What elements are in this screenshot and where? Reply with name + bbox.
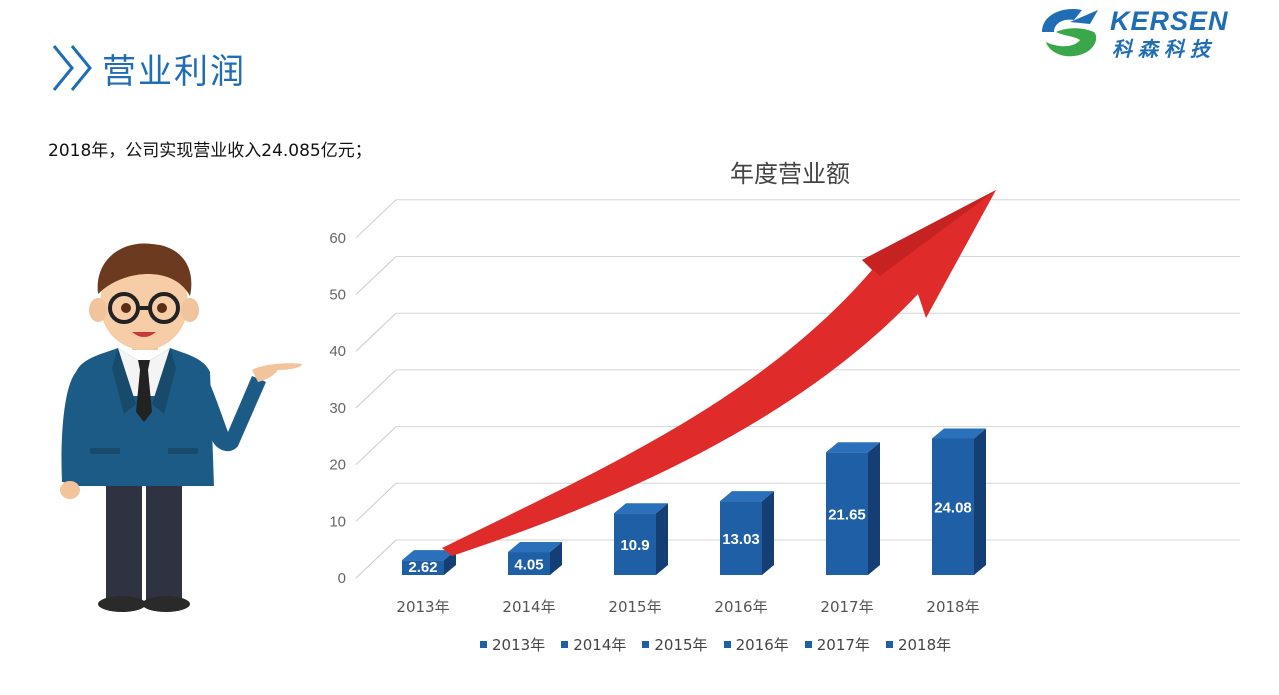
y-axis-ticks: 0 10 20 30 40 50 60 (329, 230, 346, 587)
gridline-diagonal (355, 482, 397, 522)
legend-label: 2015年 (654, 636, 708, 654)
legend-swatch (885, 641, 893, 648)
legend-item: 2014年 (561, 634, 626, 655)
growth-arrow-icon (442, 190, 996, 556)
chart-grid (355, 199, 1240, 579)
gridline-diagonal (355, 256, 397, 295)
bar-value-label: 21.65 (828, 507, 866, 524)
chart-title: 年度营业额 (730, 160, 850, 188)
bar-value-label: 4.05 (514, 557, 543, 574)
bar: 2.62 (402, 550, 456, 576)
gridline-diagonal (355, 539, 397, 579)
legend-item: 2018年 (885, 634, 952, 655)
logo-text-en: KERSEN (1110, 6, 1229, 36)
legend-label: 2013年 (492, 636, 546, 654)
gridline-diagonal (355, 369, 397, 409)
bar-value-label: 24.08 (934, 500, 972, 517)
summary-text: 2018年，公司实现营业收入24.085亿元； (48, 141, 372, 161)
x-tick-label: 2015年 (608, 598, 661, 616)
bar: 24.08 (932, 428, 986, 575)
gridline-diagonal (355, 426, 397, 465)
legend-swatch (804, 641, 812, 648)
x-tick-label: 2016年 (714, 598, 767, 616)
bar-value-label: 10.9 (620, 537, 649, 554)
page-header: 营业利润 (48, 40, 246, 96)
legend-label: 2017年 (816, 636, 870, 654)
legend-swatch (642, 641, 650, 648)
x-tick-label: 2017年 (820, 598, 873, 616)
bar-value-label: 13.03 (722, 531, 760, 548)
logo-mark-icon (1042, 8, 1098, 57)
bar: 4.05 (508, 542, 562, 575)
y-tick-label: 10 (329, 513, 346, 530)
bar: 10.9 (614, 503, 668, 575)
legend-item: 2015年 (642, 634, 708, 655)
legend-item: 2016年 (723, 634, 789, 655)
gridline-diagonal (355, 312, 397, 352)
page-title: 营业利润 (102, 51, 246, 92)
company-logo: KERSEN 科森科技 (1034, 2, 1274, 62)
y-tick-label: 60 (329, 230, 346, 247)
bar-value-label: 2.62 (408, 559, 437, 576)
legend-label: 2014年 (573, 636, 627, 654)
legend-swatch (723, 641, 731, 648)
legend-swatch (480, 641, 487, 648)
logo-text-cn: 科森科技 (1112, 37, 1216, 61)
y-tick-label: 0 (338, 570, 346, 587)
y-tick-label: 50 (329, 287, 346, 304)
legend-item: 2017年 (804, 634, 870, 655)
chart-legend: 2013年 2014年 2015年 2016年 2017年 2018年 (480, 634, 951, 655)
y-tick-label: 30 (329, 400, 346, 417)
x-tick-label: 2013年 (396, 598, 449, 616)
x-axis-labels: 2013年 2014年 2015年 2016年 2017年 2018年 (396, 598, 979, 616)
double-chevron-icon (52, 45, 92, 91)
businessman-illustration (60, 243, 302, 612)
legend-item: 2013年 (480, 634, 545, 655)
bars: 2.62 4.05 10.9 13.03 21.65 24.08 (402, 428, 986, 576)
x-tick-label: 2018年 (926, 598, 979, 616)
legend-swatch (561, 641, 569, 648)
bar: 13.03 (720, 491, 774, 575)
bar: 21.65 (826, 442, 880, 575)
x-tick-label: 2014年 (502, 598, 555, 616)
gridline-diagonal (355, 199, 397, 239)
legend-label: 2016年 (735, 636, 789, 654)
y-tick-label: 20 (329, 457, 346, 474)
legend-label: 2018年 (897, 636, 952, 654)
y-tick-label: 40 (329, 343, 346, 360)
